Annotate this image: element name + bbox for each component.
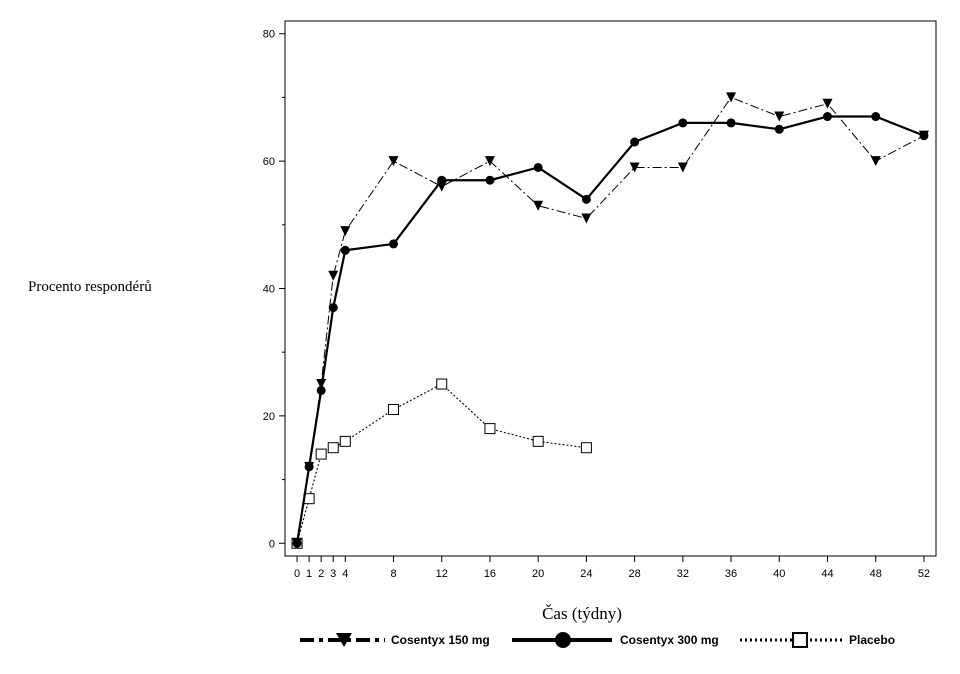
y-tick-label: 40 (263, 284, 275, 296)
x-tick-label: 24 (580, 568, 592, 580)
data-point-circle (437, 175, 447, 185)
series-layer (291, 92, 929, 549)
x-tick-label: 36 (725, 568, 737, 580)
series-line-cosentyx-150-mg (296, 96, 925, 544)
data-point-triangle (870, 156, 881, 167)
y-tick-label: 0 (269, 538, 275, 550)
legend-marker-triangle-down (336, 633, 352, 647)
data-point-triangle (340, 226, 351, 237)
data-point-circle (304, 462, 314, 472)
data-point-circle (726, 118, 736, 128)
data-point-triangle (581, 213, 592, 224)
legend-marker-square (792, 632, 808, 648)
data-point-triangle (629, 162, 640, 173)
data-point-circle (389, 239, 398, 249)
data-point-triangle (533, 200, 544, 211)
legend-marker-circle (555, 632, 571, 648)
y-axis: 0 20 40 60 80 (263, 29, 285, 550)
x-tick-label: 12 (436, 568, 448, 580)
data-point-triangle (822, 98, 833, 109)
y-tick-label: 20 (263, 411, 275, 423)
data-point-circle (630, 137, 640, 147)
data-point-square (436, 378, 448, 390)
y-axis-label: Procento respondérů (28, 279, 152, 295)
data-point-triangle (677, 162, 688, 173)
data-point-square (580, 442, 592, 454)
data-point-circle (292, 538, 302, 548)
x-tick-label: 20 (532, 568, 544, 580)
legend: Cosentyx 150 mg Cosentyx 300 mg Placebo (300, 632, 895, 648)
data-point-circle (678, 118, 688, 128)
data-point-circle (340, 245, 350, 255)
data-point-square (327, 442, 339, 454)
data-point-triangle (484, 156, 495, 167)
legend-item-cosentyx-300: Cosentyx 300 mg (512, 632, 719, 648)
data-point-circle (871, 112, 881, 122)
series-line-placebo (296, 383, 587, 544)
series-line-cosentyx-300-mg (295, 115, 925, 544)
legend-item-cosentyx-150: Cosentyx 150 mg (300, 633, 490, 647)
data-point-circle (774, 124, 784, 134)
y-tick-label: 60 (263, 156, 275, 168)
x-tick-label: 40 (773, 568, 785, 580)
x-tick-label: 28 (628, 568, 640, 580)
legend-item-placebo: Placebo (740, 632, 895, 648)
data-point-square (532, 435, 544, 447)
data-point-triangle (328, 270, 339, 281)
data-point-circle (533, 162, 543, 172)
x-tick-label: 2 (318, 568, 324, 580)
x-tick-label: 48 (870, 568, 882, 580)
legend-label-cosentyx-150: Cosentyx 150 mg (391, 633, 490, 647)
data-point-triangle (774, 111, 785, 122)
data-point-circle (581, 194, 591, 204)
x-tick-label: 52 (918, 568, 930, 580)
data-point-square (484, 423, 496, 435)
legend-label-cosentyx-300: Cosentyx 300 mg (620, 633, 719, 647)
y-tick-label: 80 (263, 29, 275, 41)
x-tick-label: 0 (294, 568, 300, 580)
legend-label-placebo: Placebo (849, 633, 895, 647)
data-point-circle (919, 131, 929, 141)
data-point-square (388, 404, 399, 416)
data-point-square (315, 448, 327, 460)
data-point-circle (328, 303, 338, 313)
x-tick-label: 32 (677, 568, 689, 580)
data-point-triangle (726, 92, 737, 103)
data-point-square (339, 435, 351, 447)
x-tick-label: 16 (484, 568, 496, 580)
x-axis-label: Čas (týdny) (542, 604, 622, 623)
plot-frame (284, 20, 937, 557)
data-point-triangle (388, 156, 399, 167)
x-tick-label: 8 (390, 568, 396, 580)
data-point-circle (316, 385, 326, 395)
x-tick-label: 3 (330, 568, 336, 580)
x-tick-label: 44 (821, 568, 833, 580)
data-point-circle (485, 175, 495, 185)
x-tick-label: 1 (306, 568, 312, 580)
data-point-circle (823, 112, 832, 122)
x-tick-label: 4 (342, 568, 348, 580)
x-axis: 0 1 2 3 4 8 12 16 20 24 28 32 36 40 44 48 52 (294, 556, 930, 580)
